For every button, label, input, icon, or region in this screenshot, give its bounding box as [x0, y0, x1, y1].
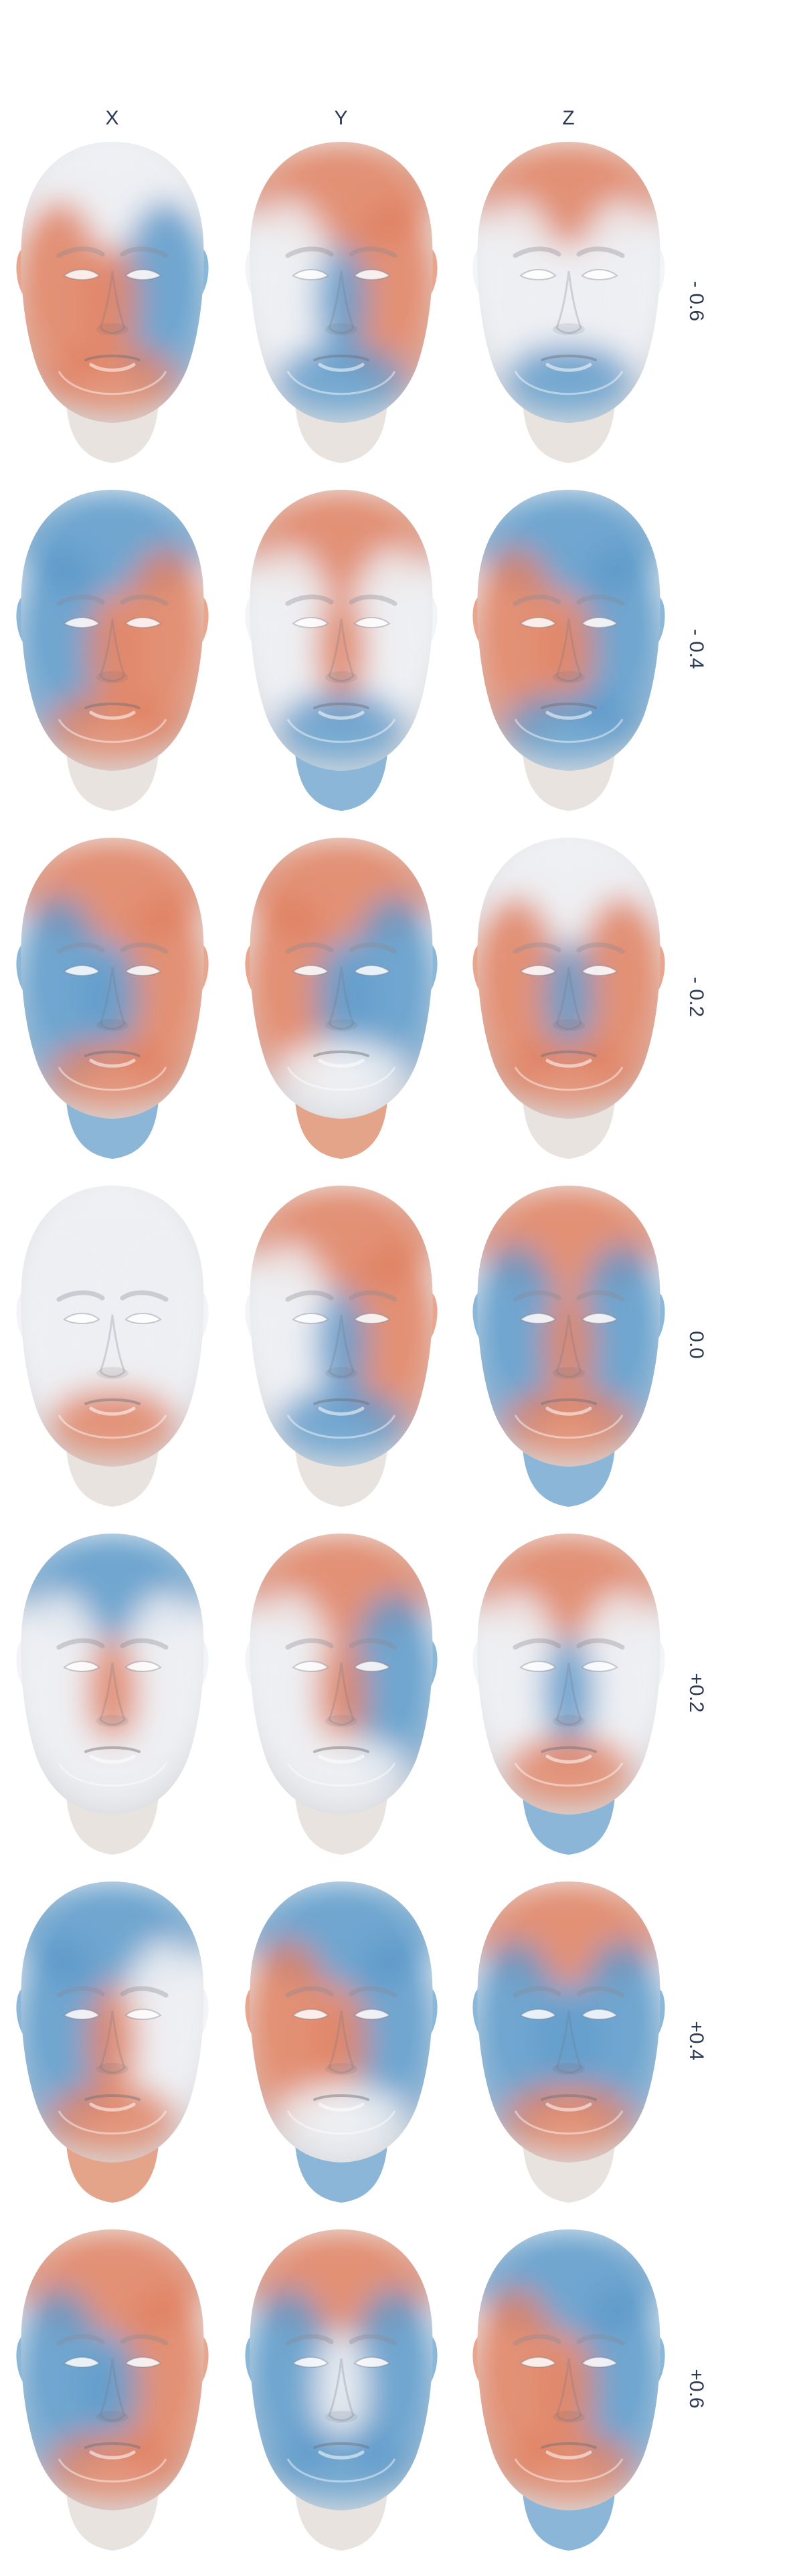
head-shading	[477, 490, 660, 771]
facial-features	[285, 246, 397, 395]
face-heatmap	[468, 2221, 669, 2556]
row-label: - 0.4	[685, 628, 707, 670]
facial-features	[285, 2334, 397, 2483]
facial-features	[56, 246, 169, 395]
facial-features	[56, 942, 169, 1091]
face-heatmap	[468, 1873, 669, 2208]
row-label: 0.0	[685, 1331, 707, 1359]
face-heatmap	[12, 1178, 213, 1512]
facial-features	[285, 1638, 397, 1787]
head-shading	[21, 1534, 204, 1815]
head-shading	[477, 1186, 660, 1467]
facial-features	[56, 1290, 169, 1439]
face-heatmap	[12, 1526, 213, 1860]
facial-features	[513, 246, 625, 395]
face-heatmap	[241, 830, 442, 1164]
face-heatmap	[468, 1178, 669, 1512]
facial-features	[513, 1638, 625, 1787]
face-heatmap	[241, 2221, 442, 2556]
row-label: - 0.6	[685, 280, 707, 322]
facial-features	[285, 594, 397, 743]
face-heatmap	[468, 134, 669, 468]
facial-features	[56, 2334, 169, 2483]
column-label-z: Z	[562, 107, 575, 129]
facial-features	[513, 1290, 625, 1439]
facial-features	[56, 1638, 169, 1787]
facial-features	[56, 1986, 169, 2135]
head-shading	[21, 2229, 204, 2510]
head-shading	[477, 2229, 660, 2510]
face-heatmap	[241, 482, 442, 816]
face-heatmap	[241, 1526, 442, 1860]
head-shading	[21, 1881, 204, 2163]
facial-features	[285, 942, 397, 1091]
row-label: +0.4	[685, 2021, 707, 2061]
head-shading	[477, 1881, 660, 2163]
face-heatmap	[12, 482, 213, 816]
facial-features	[513, 942, 625, 1091]
face-heatmap	[12, 1873, 213, 2208]
head-shading	[250, 838, 433, 1119]
face-heatmap	[241, 1178, 442, 1512]
head-shading	[250, 1881, 433, 2163]
row-label: - 0.2	[685, 976, 707, 1018]
head-shading	[250, 1534, 433, 1815]
head-shading	[477, 1534, 660, 1815]
face-heatmap	[12, 134, 213, 468]
face-heatmap	[241, 1873, 442, 2208]
column-label-x: X	[105, 107, 120, 129]
head-shading	[250, 2229, 433, 2510]
head-shading	[21, 1186, 204, 1467]
column-label-y: Y	[334, 107, 349, 129]
head-shading	[21, 490, 204, 771]
facial-features	[513, 1986, 625, 2135]
face-heatmap	[468, 482, 669, 816]
facial-features	[285, 1986, 397, 2135]
face-heatmap	[241, 134, 442, 468]
head-shading	[477, 838, 660, 1119]
face-heatmap	[12, 830, 213, 1164]
facial-features	[56, 594, 169, 743]
head-shading	[250, 142, 433, 423]
head-shading	[250, 490, 433, 771]
face-heatmap	[468, 830, 669, 1164]
head-shading	[21, 838, 204, 1119]
head-shading	[21, 142, 204, 423]
face-heatmap	[12, 2221, 213, 2556]
row-label: +0.2	[685, 1673, 707, 1713]
facial-features	[285, 1290, 397, 1439]
head-shading	[477, 142, 660, 423]
facial-features	[513, 2334, 625, 2483]
face-heatmap	[468, 1526, 669, 1860]
row-label: +0.6	[685, 2369, 707, 2409]
head-shading	[250, 1186, 433, 1467]
facial-features	[513, 594, 625, 743]
